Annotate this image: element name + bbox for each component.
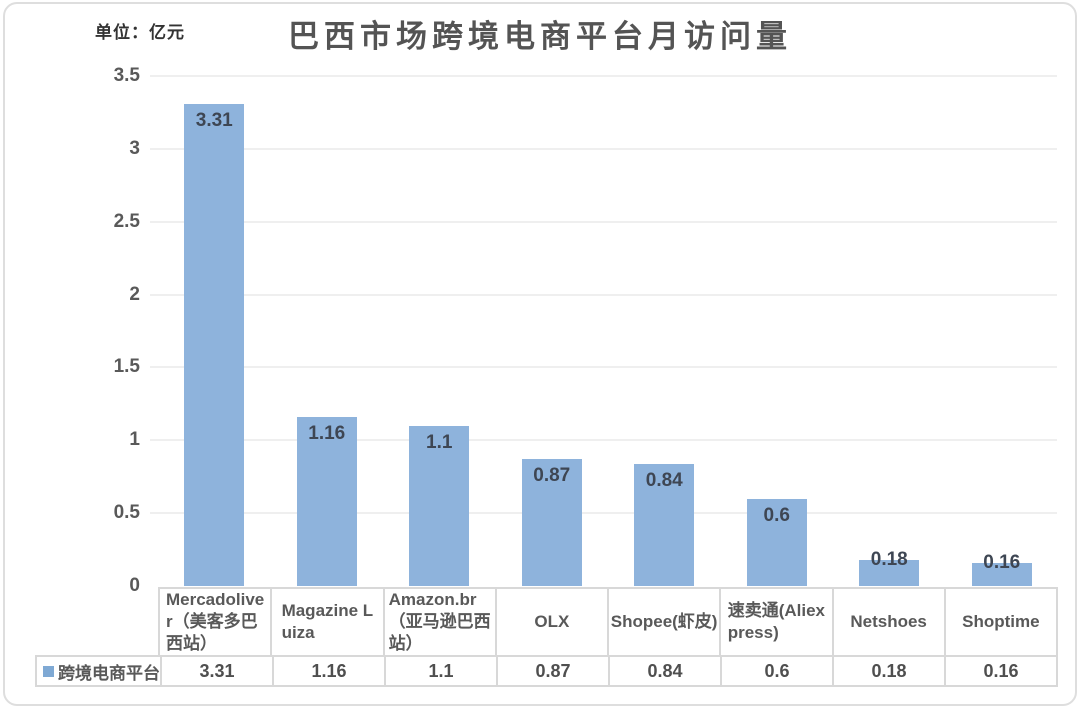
category-header-cell: OLX — [494, 589, 607, 655]
bar-value-label: 0.16 — [983, 551, 1021, 573]
y-axis-tick-label: 2 — [129, 283, 140, 305]
category-label: Mercadolive r（美客多巴 西站） — [165, 590, 265, 653]
gridline — [150, 220, 1057, 223]
data-table-value-row: 跨境电商平台 3.31 1.16 1.1 0.87 0.84 0.6 0.18 0.16 — [35, 655, 1058, 687]
bar — [971, 562, 1032, 586]
gridline — [150, 75, 1057, 77]
gridline — [150, 147, 1057, 150]
bar-value-label: 3.31 — [195, 109, 233, 131]
bar — [296, 416, 357, 586]
y-axis-tick-label: 0.5 — [113, 502, 140, 524]
bar-value-label: 1.16 — [308, 422, 346, 444]
gridline — [150, 512, 1057, 515]
table-value-cell: 3.31 — [160, 657, 272, 685]
table-value-cell: 1.1 — [384, 657, 496, 685]
bar-value-label: 0.6 — [763, 504, 790, 526]
legend-cell: 跨境电商平台 — [37, 657, 160, 685]
category-header-cell: Magazine L uiza — [270, 589, 382, 655]
table-value-cell: 0.84 — [608, 657, 720, 685]
gridline — [150, 366, 1057, 369]
category-header-cell: Shopee(虾皮) — [607, 589, 719, 655]
legend-series-label: 跨境电商平台 — [58, 663, 160, 683]
gridline — [150, 439, 1057, 442]
unit-label: 单位：亿元 — [95, 23, 185, 42]
table-value-cell: 0.18 — [832, 657, 944, 685]
y-axis-tick-label: 3.5 — [113, 65, 140, 86]
bar-value-label: 0.84 — [645, 469, 683, 491]
chart-title: 巴西市场跨境电商平台月访问量 — [288, 19, 792, 54]
table-value-cell: 0.6 — [720, 657, 832, 685]
category-label: 速卖通(Aliex press) — [727, 601, 826, 642]
bar — [746, 498, 807, 586]
category-label: Amazon.br （亚马逊巴西 站） — [388, 590, 491, 653]
table-value-cell: 0.87 — [496, 657, 608, 685]
y-axis-tick-label: 3 — [129, 137, 140, 159]
category-label: OLX — [534, 612, 570, 631]
category-header-cell: Shoptime — [943, 589, 1056, 655]
data-table-header-row: Mercadolive r（美客多巴 西站） Magazine L uiza Ama… — [158, 587, 1058, 657]
gridline — [150, 293, 1057, 296]
bar — [859, 559, 920, 586]
bar — [409, 425, 470, 586]
bar — [634, 463, 695, 586]
y-axis-tick-label: 0 — [129, 575, 140, 596]
bar-value-label: 0.18 — [870, 548, 908, 570]
category-label: Shoptime — [962, 612, 1040, 631]
category-label: Magazine L uiza — [281, 601, 374, 642]
y-axis-tick-label: 1 — [129, 429, 140, 451]
category-header-cell: Netshoes — [831, 589, 944, 655]
bar-value-label: 1.1 — [426, 431, 453, 453]
category-label: Netshoes — [850, 612, 927, 631]
bar — [184, 103, 245, 586]
category-label: Shopee(虾皮) — [610, 612, 718, 631]
legend-swatch-icon — [43, 665, 54, 677]
y-axis-tick-label: 1.5 — [113, 356, 140, 378]
bar — [521, 459, 582, 586]
category-header-cell: Mercadolive r（美客多巴 西站） — [160, 589, 270, 655]
category-header-cell: 速卖通(Aliex press) — [719, 589, 831, 655]
y-axis-tick-label: 2.5 — [113, 210, 140, 232]
bar-value-label: 0.87 — [533, 465, 571, 487]
table-value-cell: 1.16 — [272, 657, 384, 685]
table-value-cell: 0.16 — [944, 657, 1056, 685]
category-header-cell: Amazon.br （亚马逊巴西 站） — [382, 589, 495, 655]
